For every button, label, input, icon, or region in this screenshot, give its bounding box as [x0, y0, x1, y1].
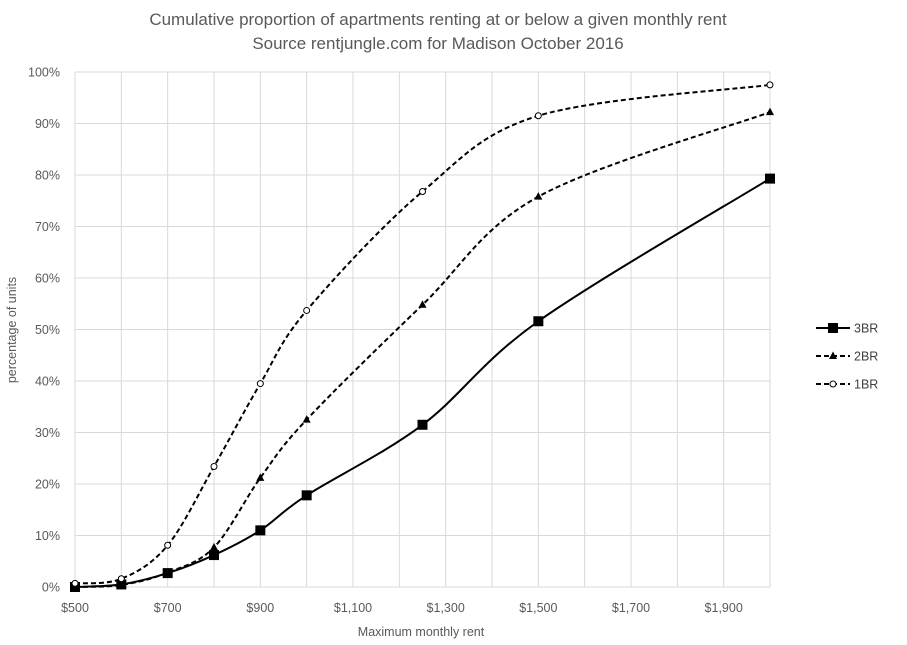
series-group [70, 81, 775, 592]
point-2BR-600 [117, 580, 126, 588]
point-1BR-1000 [303, 306, 311, 314]
point-3BR-1000 [301, 490, 312, 501]
y-tick-label-7: 70% [35, 220, 60, 234]
legend-marker-3BR [828, 323, 838, 333]
series-line-1BR [74, 83, 771, 585]
y-tick-label-9: 90% [35, 117, 60, 131]
point-2BR-2000 [766, 107, 774, 116]
legend-label-3BR: 3BR [854, 322, 878, 336]
point-1BR-900 [256, 380, 264, 388]
chart-subtitle: Source rentjungle.com for Madison Octobe… [252, 34, 623, 53]
y-axis-label: percentage of units [5, 277, 19, 383]
point-1BR-2000 [766, 81, 774, 89]
x-tick-label-1: $700 [154, 601, 182, 615]
y-tick-label-6: 60% [35, 272, 60, 286]
point-1BR-600 [117, 575, 125, 583]
series-1BR [71, 81, 774, 587]
y-tick-label-2: 20% [35, 478, 60, 492]
gridlines [74, 71, 771, 588]
x-tick-label-6: $1,700 [612, 601, 650, 615]
point-3BR-1250 [417, 419, 428, 430]
y-tick-label-1: 10% [35, 529, 60, 543]
x-tick-label-0: $500 [61, 601, 89, 615]
y-tick-label-8: 80% [35, 169, 60, 183]
y-tick-label-4: 40% [35, 375, 60, 389]
x-tick-labels: $500 $700 $900 $1,100 $1,300 $1,500 $1,700 $1,9… [61, 601, 743, 615]
x-tick-label-3: $1,100 [334, 601, 372, 615]
point-1BR-700 [164, 541, 172, 549]
legend: 3BR 2BR 1BR [816, 322, 878, 392]
point-2BR-900 [256, 473, 265, 481]
point-3BR-2000 [765, 173, 775, 184]
point-3BR-900 [255, 525, 266, 536]
point-1BR-1500 [534, 112, 542, 120]
series-line-3BR [74, 177, 771, 588]
point-1BR-1250 [419, 187, 426, 195]
legend-label-2BR: 2BR [854, 350, 878, 364]
point-1BR-800 [210, 462, 218, 470]
series-line-2BR [74, 111, 771, 588]
y-tick-label-5: 50% [35, 323, 60, 337]
chart-title: Cumulative proportion of apartments rent… [149, 10, 727, 29]
series-3BR [70, 173, 775, 592]
y-tick-label-10: 100% [28, 66, 60, 80]
y-tick-label-0: 0% [42, 581, 60, 595]
series-2BR [71, 107, 774, 590]
point-2BR-700 [163, 568, 172, 576]
y-tick-label-3: 30% [35, 426, 60, 440]
legend-marker-2BR [829, 351, 837, 359]
point-2BR-1500 [534, 192, 543, 200]
x-tick-label-5: $1,500 [519, 601, 557, 615]
x-tick-label-2: $900 [246, 601, 274, 615]
legend-label-1BR: 1BR [854, 378, 878, 392]
x-axis-label: Maximum monthly rent [358, 625, 485, 639]
point-2BR-800 [210, 542, 218, 551]
y-tick-labels: 0% 10% 20% 30% 40% 50% 60% 70% 80% 90% 100% [28, 66, 60, 595]
point-2BR-1250 [418, 300, 427, 308]
x-tick-label-7: $1,900 [705, 601, 743, 615]
point-3BR-1500 [533, 316, 544, 327]
x-tick-label-4: $1,300 [427, 601, 465, 615]
point-2BR-1000 [302, 415, 311, 423]
point-3BR-800 [209, 550, 219, 561]
point-1BR-500 [71, 579, 79, 587]
legend-marker-1BR [829, 380, 837, 388]
